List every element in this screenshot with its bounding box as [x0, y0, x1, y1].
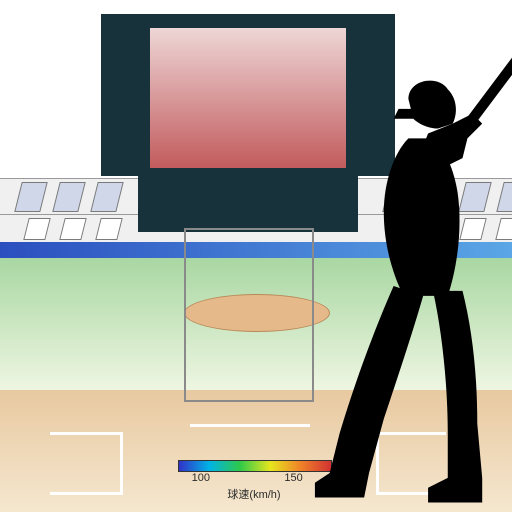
plate-line-segment — [50, 492, 123, 495]
plate-line-segment — [50, 432, 120, 435]
legend-tick: 100 — [192, 472, 210, 484]
stands-panel — [23, 218, 50, 240]
velocity-legend-bar — [178, 460, 332, 472]
plate-line-segment — [190, 424, 310, 427]
pitch-location-diagram: 100 150 球速(km/h) — [0, 0, 512, 512]
velocity-legend-label: 球速(km/h) — [227, 486, 280, 502]
legend-tick: 150 — [284, 472, 302, 484]
stands-panel — [59, 218, 86, 240]
stands-panel — [95, 218, 122, 240]
batter-silhouette — [310, 40, 512, 512]
strike-zone — [184, 228, 314, 402]
plate-line-segment — [120, 432, 123, 492]
